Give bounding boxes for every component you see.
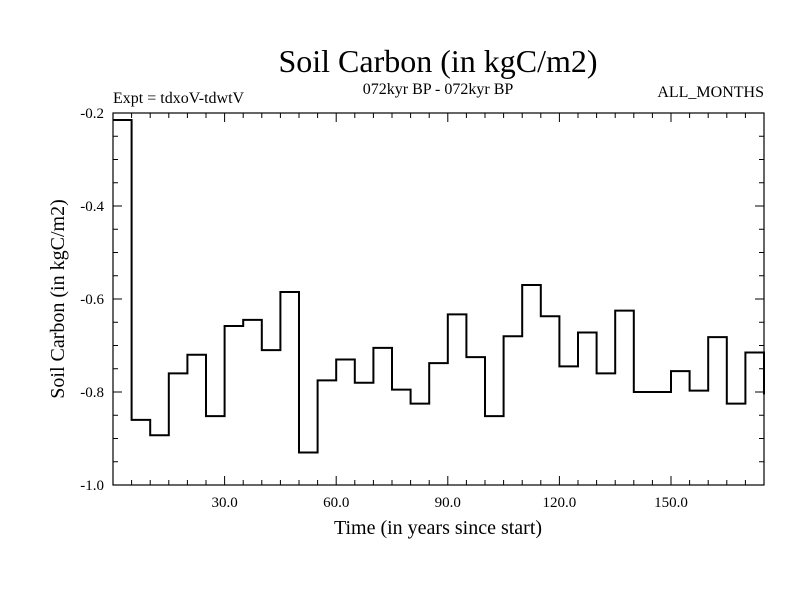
series-line: [113, 118, 765, 454]
x-axis-label: Time (in years since start): [334, 517, 542, 539]
y-tick-label: -0.6: [80, 292, 104, 308]
series-group: [113, 118, 765, 454]
months-label: ALL_MONTHS: [657, 84, 764, 101]
x-tick-label: 120.0: [543, 495, 577, 511]
x-tick-label: 30.0: [211, 495, 237, 511]
y-axis-label: Soil Carbon (in kgC/m2): [47, 199, 69, 398]
x-tick-label: 60.0: [323, 495, 349, 511]
experiment-label: Expt = tdxoV-tdwtV: [113, 90, 245, 107]
y-tick-label: -0.4: [80, 199, 104, 215]
x-axis-ticks: 30.0 60.0 90.0 120.0 150.0: [131, 113, 746, 511]
x-tick-label: 150.0: [654, 495, 688, 511]
y-tick-label: -0.2: [80, 106, 104, 122]
y-axis-ticks: -0.2 -0.4 -0.6 -0.8 -1.0: [80, 106, 764, 494]
x-tick-label: 90.0: [435, 495, 461, 511]
chart-title: Soil Carbon (in kgC/m2): [278, 43, 597, 79]
y-tick-label: -1.0: [80, 478, 104, 494]
plot-frame: [112, 112, 765, 486]
y-tick-label: -0.8: [80, 385, 104, 401]
chart-subtitle: 072kyr BP - 072kyr BP: [363, 81, 514, 98]
